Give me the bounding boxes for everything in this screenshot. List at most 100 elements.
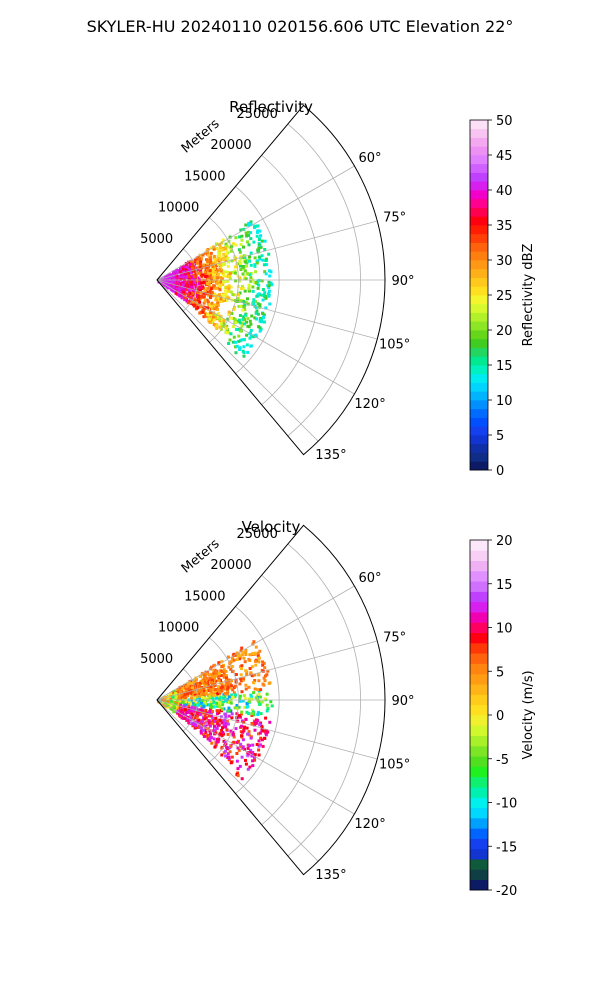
echo-gate: [244, 683, 248, 687]
echo-gate: [229, 290, 233, 294]
echo-gate: [220, 683, 224, 687]
echo-gate: [215, 704, 219, 708]
echo-gate: [216, 691, 219, 695]
echo-gate: [226, 733, 230, 736]
colorbar-swatch: [470, 120, 488, 130]
colorbar-swatch: [470, 540, 488, 551]
echo-gate: [240, 234, 244, 238]
echo-gate: [255, 294, 259, 298]
echo-gate: [210, 275, 214, 279]
echo-gate: [202, 705, 206, 709]
colorbar-swatch: [470, 382, 488, 392]
echo-gate: [224, 258, 228, 262]
echo-gate: [210, 290, 214, 294]
echo-gate: [201, 703, 205, 707]
echo-gate: [236, 739, 240, 743]
echo-gate: [227, 695, 231, 699]
echo-gate: [207, 315, 211, 319]
echo-gate: [268, 274, 272, 278]
echo-gate: [253, 753, 257, 757]
echo-gate: [241, 747, 245, 751]
echo-gate: [227, 700, 231, 704]
echo-gate: [234, 693, 238, 697]
echo-gate: [172, 277, 176, 281]
echo-gate: [250, 665, 254, 669]
colorbar-swatch: [470, 347, 488, 357]
echo-gate: [212, 284, 216, 288]
echo-gate: [211, 273, 215, 277]
echo-gate: [215, 264, 219, 267]
echo-gate: [253, 728, 257, 732]
echo-gate: [226, 317, 230, 321]
echo-gate: [241, 304, 245, 308]
echo-gate: [208, 693, 212, 696]
echo-gate: [204, 292, 208, 296]
colorbar-swatch: [470, 859, 488, 870]
colorbar-swatch: [470, 338, 488, 348]
echo-gate: [260, 738, 264, 742]
echo-gate: [242, 351, 246, 355]
echo-gate: [176, 275, 180, 279]
echo-gate: [252, 640, 256, 644]
echo-gate: [194, 695, 198, 699]
echo-gate: [185, 299, 189, 303]
echo-gate: [199, 729, 203, 733]
echo-gate: [228, 245, 232, 249]
angle-tick-label: 75°: [383, 210, 406, 225]
echo-gate: [244, 300, 248, 304]
echo-gate: [237, 705, 241, 709]
echo-gate: [233, 695, 237, 699]
angle-tick-label: 90°: [391, 274, 414, 289]
echo-gate: [207, 714, 211, 718]
echo-gate: [253, 651, 257, 655]
range-tick-label: 20000: [210, 558, 251, 573]
echo-gate: [226, 690, 230, 694]
echo-gate: [222, 273, 226, 277]
colorbar-tick-label: 20: [496, 534, 513, 549]
echo-gate: [250, 754, 254, 758]
echo-gate: [269, 281, 273, 285]
echo-gate: [253, 678, 257, 682]
echo-gate: [249, 223, 253, 227]
echo-gate: [199, 256, 203, 260]
echo-gate: [227, 310, 231, 314]
echo-gate: [253, 264, 257, 268]
echo-gate: [250, 674, 254, 678]
echo-gate: [227, 296, 231, 300]
echo-gate: [205, 722, 208, 726]
echo-gate: [185, 711, 189, 714]
echo-gate: [240, 777, 244, 781]
echo-gate: [223, 262, 227, 266]
echo-gate: [172, 706, 176, 710]
echo-gate: [258, 731, 262, 735]
echo-gate: [216, 307, 219, 311]
echo-gate: [229, 701, 233, 705]
echo-gate: [205, 287, 209, 291]
echo-gate: [211, 674, 214, 678]
echo-gate: [234, 727, 238, 731]
echo-gate: [208, 317, 212, 321]
echo-gate: [239, 254, 243, 258]
echo-gate: [232, 658, 236, 662]
echo-gate: [183, 693, 187, 696]
echo-gate: [243, 660, 247, 664]
echo-gate: [251, 335, 255, 339]
echo-gate: [222, 297, 225, 301]
echo-gate: [261, 663, 265, 667]
echo-gate: [238, 682, 242, 686]
colorbar-swatch: [470, 365, 488, 375]
echo-gate: [243, 303, 247, 307]
echo-gate: [176, 270, 180, 274]
echo-gate: [245, 343, 249, 347]
echo-gate: [261, 744, 265, 748]
echo-gate: [243, 725, 246, 729]
range-tick-label: 10000: [158, 621, 199, 636]
echo-gate: [236, 706, 239, 710]
echo-gate: [212, 663, 216, 667]
echo-gate: [225, 331, 229, 335]
echo-gate: [254, 659, 257, 663]
echo-gate: [208, 280, 211, 284]
echo-gate: [245, 726, 249, 730]
echo-gate: [208, 710, 212, 713]
echo-gate: [245, 333, 249, 337]
